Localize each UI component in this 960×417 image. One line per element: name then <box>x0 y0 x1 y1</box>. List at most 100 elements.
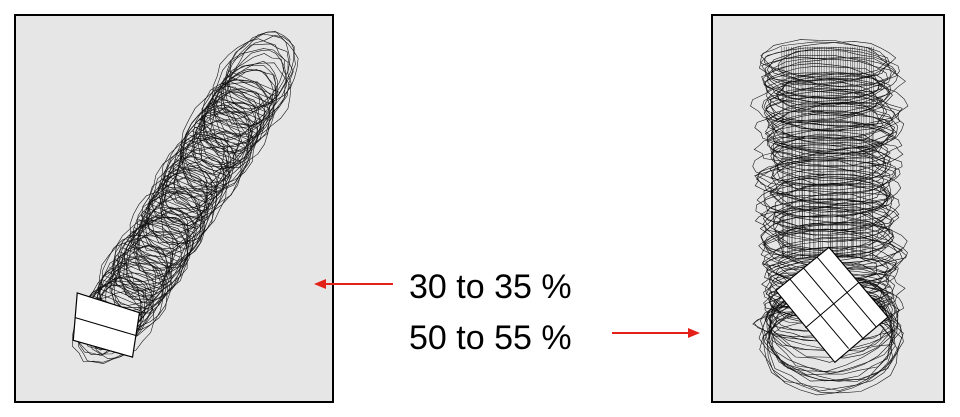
left-block <box>72 292 141 358</box>
hatch-line <box>184 142 237 166</box>
hatch-line <box>165 174 217 198</box>
hatch-line <box>114 259 166 282</box>
ring-outline <box>184 111 258 188</box>
hatch-line <box>216 90 268 113</box>
ring-outline <box>148 138 230 223</box>
hatch-line <box>832 46 834 259</box>
hatch-line <box>140 215 193 238</box>
hatch-line <box>218 86 271 109</box>
ring-outline <box>765 103 905 153</box>
hatch-line <box>128 235 181 258</box>
hatch-line <box>143 211 195 234</box>
ring-outline <box>146 172 214 245</box>
ring-outline <box>774 206 889 252</box>
ring-outline <box>213 53 287 138</box>
hatch-line <box>194 126 246 149</box>
hatch-line <box>182 146 234 170</box>
arrow-right-icon <box>612 328 700 338</box>
hatch-line <box>167 170 220 194</box>
hatch-line <box>837 46 839 259</box>
hatch-line <box>172 162 224 186</box>
hatch-line <box>135 223 188 246</box>
hatch-line <box>872 46 875 259</box>
hatch-line <box>862 46 865 259</box>
percentage-label-1: 30 to 35 % <box>409 268 572 306</box>
ring-outline <box>762 246 898 281</box>
ring-outline <box>762 57 906 104</box>
ring-outline <box>767 168 902 206</box>
ring-outline <box>209 60 279 147</box>
hatch-line <box>228 70 280 93</box>
ring-outline <box>766 121 894 151</box>
hatch-line <box>101 279 154 302</box>
hatch-line <box>220 82 273 105</box>
hatch-line <box>94 291 147 314</box>
hatch-line <box>177 154 229 178</box>
hatch-line <box>800 46 803 259</box>
ring-outline <box>755 182 895 227</box>
hatch-line <box>812 46 815 259</box>
ring-outline <box>137 188 208 272</box>
ring-outline <box>203 81 275 155</box>
ring-outline <box>125 206 198 294</box>
hatch-line <box>179 150 232 174</box>
hatch-line <box>856 46 858 259</box>
ring-outline <box>772 142 886 187</box>
ring-outline <box>763 96 884 142</box>
ring-outline <box>112 220 179 295</box>
hatch-line <box>225 74 278 97</box>
hatch-line <box>213 94 266 117</box>
ring-outline <box>760 214 894 262</box>
hatch-line <box>804 46 806 259</box>
ring-outline <box>771 110 898 155</box>
ring-outline <box>78 275 155 355</box>
ring-outline <box>750 78 893 123</box>
hatch-line <box>133 227 186 250</box>
ring-outline <box>176 119 252 198</box>
ring-outline <box>212 38 286 120</box>
ring-outline <box>213 62 292 138</box>
hatch-line <box>150 199 203 222</box>
ring-outline <box>765 71 882 103</box>
ring-outline <box>163 137 232 211</box>
ring-outline <box>227 35 296 109</box>
ring-outline <box>772 133 886 181</box>
hatch-line <box>819 46 823 259</box>
ring-outline <box>772 126 896 160</box>
hatch-line <box>818 46 820 259</box>
hatch-line <box>99 283 152 306</box>
left-simulation-panel <box>14 14 334 403</box>
ring-outline <box>775 255 897 287</box>
hatch-line <box>794 46 797 259</box>
ring-outline <box>764 120 903 159</box>
hatch-line <box>155 190 207 214</box>
ring-outline <box>772 118 890 155</box>
ring-outline <box>133 196 201 277</box>
hatch-line <box>816 46 819 259</box>
hatch-line <box>196 122 249 145</box>
ring-outline <box>165 137 242 219</box>
ring-outline <box>757 158 891 201</box>
ring-outline <box>209 69 277 144</box>
ring-outline <box>761 87 895 132</box>
ring-outline <box>761 56 898 94</box>
hatch-line <box>118 251 171 274</box>
ring-outline <box>770 137 904 167</box>
hatch-line <box>126 239 178 262</box>
ring-outline <box>761 237 907 283</box>
ring-outline <box>769 276 893 363</box>
ring-outline <box>778 222 894 255</box>
ring-outline <box>133 191 205 267</box>
ring-outline <box>769 152 882 186</box>
hatch-line <box>786 46 788 259</box>
ring-outline <box>764 65 886 106</box>
hatch-line <box>174 158 227 182</box>
hatch-line <box>850 46 852 259</box>
hatch-line <box>847 46 849 259</box>
ring-outline <box>778 49 892 88</box>
ring-outline <box>225 30 291 113</box>
ring-outline <box>754 208 886 240</box>
hatch-line <box>211 98 263 121</box>
vertical-ring-stack-drawing <box>750 39 909 396</box>
ring-outline <box>758 41 897 86</box>
